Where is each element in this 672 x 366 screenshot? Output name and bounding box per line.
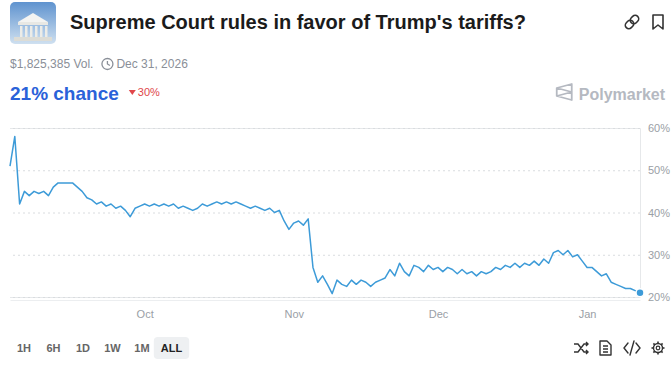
x-tick-label: Dec	[429, 308, 449, 320]
icon-column	[35, 26, 38, 37]
icon-roof	[18, 13, 48, 22]
y-tick-label: 60%	[648, 122, 670, 134]
x-tick-label: Jan	[579, 308, 597, 320]
chart-title: Supreme Court rules in favor of Trump's …	[70, 11, 526, 33]
gear-tooth[interactable]	[661, 351, 662, 352]
x-tick: Jan	[579, 308, 597, 320]
clock-hands	[107, 61, 110, 66]
chance-text: 21% chance	[10, 83, 119, 104]
volume-text: $1,825,385 Vol.	[10, 57, 93, 71]
range-label[interactable]: ALL	[161, 342, 183, 354]
range-label[interactable]: 1M	[134, 342, 149, 354]
brand-logo	[557, 84, 572, 100]
range-label[interactable]: 1W	[104, 342, 121, 354]
link-button[interactable]	[624, 14, 640, 30]
gear-tooth[interactable]	[653, 343, 654, 344]
icon-column	[45, 26, 48, 37]
gear-hub[interactable]	[656, 346, 660, 350]
icon-column	[30, 26, 33, 37]
x-tick: Oct	[137, 308, 154, 320]
range-buttons: 1H 6H 1D 1W 1M ALL	[10, 337, 189, 359]
x-tick: Nov	[284, 308, 304, 320]
grid-line	[10, 297, 640, 298]
y-tick: 40%	[10, 207, 670, 219]
brand-text: Polymarket	[579, 86, 666, 103]
y-tick-label: 40%	[648, 207, 670, 219]
link-icon-part[interactable]	[629, 14, 640, 25]
shuffle-button[interactable]	[574, 342, 588, 354]
y-axis-line	[10, 129, 641, 298]
settings-button[interactable]	[652, 342, 665, 355]
range-button[interactable]	[97, 337, 128, 359]
grid-line	[10, 255, 640, 256]
document-button[interactable]	[600, 341, 611, 355]
icon-column	[25, 26, 28, 37]
icon-beam	[18, 22, 48, 25]
gear-tooth[interactable]	[661, 343, 662, 344]
grid-line	[10, 128, 640, 129]
y-tick: 50%	[10, 164, 670, 176]
icon-column	[20, 26, 23, 37]
icon-steps	[14, 37, 52, 41]
x-axis: Oct Nov Dec Jan	[11, 301, 641, 320]
grid-line	[10, 170, 640, 171]
range-label[interactable]: 1H	[17, 342, 31, 354]
market-icon	[10, 2, 56, 44]
x-tick: Dec	[429, 308, 449, 320]
range-label[interactable]: 1D	[76, 342, 90, 354]
range-button[interactable]	[127, 337, 156, 359]
clock-face	[102, 59, 113, 70]
gear-tooth[interactable]	[663, 347, 665, 349]
y-axis: 20% 30% 40% 50% 60%	[10, 122, 670, 303]
x-tick-label: Nov	[284, 308, 304, 320]
embed-button[interactable]	[624, 341, 640, 355]
y-tick: 60%	[10, 122, 670, 134]
change-arrow	[129, 90, 136, 95]
range-button[interactable]	[154, 337, 189, 359]
grid-line	[10, 213, 640, 214]
clock-icon	[102, 59, 113, 70]
x-tick-label: Oct	[137, 308, 154, 320]
gear-tooth[interactable]	[653, 351, 654, 352]
range-button[interactable]	[69, 337, 97, 359]
icon-background	[10, 2, 56, 44]
x-axis-line	[11, 300, 641, 301]
gear-tooth[interactable]	[657, 342, 659, 344]
chart-root: Supreme Court rules in favor of Trump's …	[0, 0, 672, 366]
last-point	[636, 289, 644, 297]
plot-area	[10, 136, 644, 296]
gear-ring[interactable]	[654, 344, 663, 353]
bookmark-button[interactable]	[653, 15, 663, 29]
gear-tooth[interactable]	[657, 353, 659, 355]
range-label[interactable]: 6H	[46, 342, 60, 354]
change-text: 30%	[138, 86, 160, 98]
range-button[interactable]	[10, 337, 38, 359]
y-tick-label: 30%	[648, 249, 670, 261]
y-tick-label: 50%	[648, 164, 670, 176]
y-tick: 20%	[10, 291, 670, 303]
icon-column	[40, 26, 43, 37]
gear-tooth[interactable]	[652, 347, 654, 349]
price-line	[10, 136, 640, 293]
y-tick-label: 20%	[648, 291, 670, 303]
range-button[interactable]	[39, 337, 67, 359]
end-date-text: Dec 31, 2026	[116, 57, 188, 71]
